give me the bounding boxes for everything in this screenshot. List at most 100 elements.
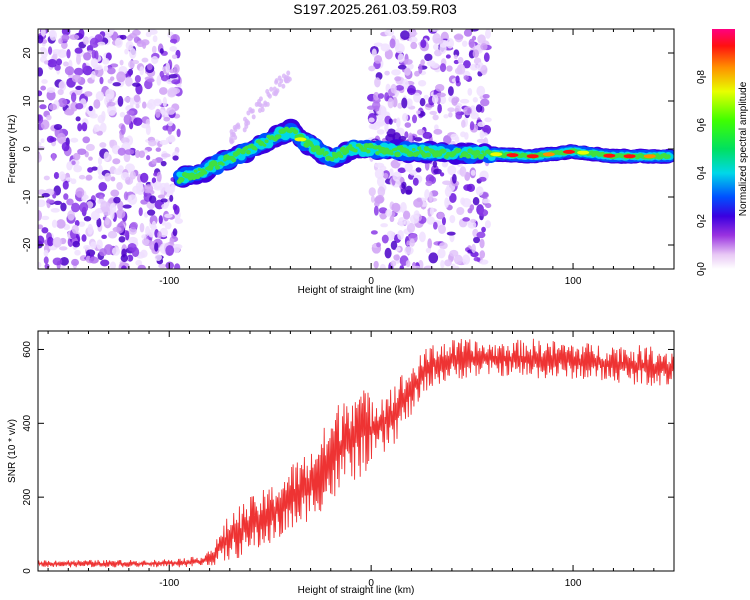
signal-band-green	[353, 148, 358, 153]
noise-blob	[53, 200, 62, 206]
noise-blob	[38, 224, 44, 230]
noise-blob	[41, 193, 50, 198]
noise-blob	[395, 85, 404, 91]
noise-blob	[146, 63, 153, 71]
noise-blob	[107, 104, 117, 116]
noise-blob	[46, 90, 56, 101]
spectrogram-ytick-label: 10	[22, 95, 33, 107]
noise-blob	[384, 247, 392, 259]
signal-band-green	[456, 148, 462, 153]
noise-blob	[147, 209, 156, 216]
noise-blob	[38, 67, 44, 77]
signal-band-green	[244, 145, 249, 150]
noise-blob	[422, 131, 433, 140]
noise-blob	[38, 199, 46, 208]
signal-band-green	[309, 143, 315, 148]
noise-blob	[88, 105, 93, 112]
noise-blob	[159, 87, 168, 95]
noise-blob	[418, 63, 423, 75]
noise-blob	[457, 65, 462, 75]
noise-blob	[482, 124, 492, 135]
streak-blob	[263, 102, 268, 108]
noise-blob	[447, 165, 457, 176]
noise-blob	[389, 38, 396, 49]
noise-blob	[449, 192, 457, 203]
signal-band-green	[393, 147, 398, 151]
signal-band-green	[375, 151, 380, 155]
noise-blob	[484, 220, 491, 229]
noise-blob	[124, 176, 134, 185]
signal-band-green	[665, 154, 671, 159]
noise-blob	[164, 213, 173, 218]
noise-blob	[88, 156, 93, 161]
signal-band-green	[362, 147, 368, 153]
noise-blob	[148, 229, 154, 238]
noise-blob	[368, 117, 375, 123]
signal-band-green	[417, 146, 422, 151]
noise-blob	[402, 78, 409, 90]
noise-blob	[79, 202, 89, 213]
noise-blob	[75, 53, 82, 65]
streak-blob	[246, 120, 251, 126]
noise-blob	[446, 38, 455, 49]
noise-blob	[124, 149, 135, 155]
noise-blob	[89, 37, 100, 49]
noise-blob	[439, 63, 447, 73]
noise-blob	[61, 141, 70, 152]
noise-blob	[414, 137, 423, 142]
noise-blob	[123, 191, 129, 201]
noise-blob	[443, 114, 449, 119]
noise-blob	[481, 226, 486, 233]
signal-band-green	[477, 153, 485, 160]
noise-blob	[107, 101, 116, 107]
noise-blob	[116, 209, 126, 219]
snr-xtick-label: -100	[159, 578, 179, 589]
signal-core	[542, 152, 555, 157]
noise-blob	[120, 124, 126, 135]
noise-blob	[141, 57, 149, 63]
noise-blob	[82, 136, 91, 144]
noise-blob	[447, 107, 456, 113]
noise-blob	[442, 180, 452, 185]
noise-blob	[58, 246, 68, 251]
noise-blob	[140, 172, 149, 183]
noise-blob	[159, 48, 164, 54]
noise-blob	[90, 58, 98, 68]
streak-blob	[254, 101, 259, 107]
noise-blob	[397, 167, 406, 174]
noise-blob	[399, 202, 407, 213]
noise-blob	[117, 95, 124, 107]
noise-blob	[478, 176, 487, 182]
noise-blob	[470, 218, 477, 223]
snr-ylabel: SNR (10 * v/v)	[7, 419, 18, 483]
noise-blob	[91, 70, 96, 80]
colorbar-tick-label: 0.6	[696, 118, 707, 132]
noise-blob	[43, 256, 49, 265]
noise-blob	[455, 111, 463, 120]
noise-blob	[461, 198, 472, 208]
noise-blob	[457, 56, 464, 64]
noise-blob	[119, 59, 124, 66]
noise-blob	[49, 137, 57, 142]
noise-blob	[67, 210, 75, 221]
noise-blob	[110, 189, 120, 197]
noise-blob	[373, 42, 383, 47]
spectrogram-ytick-label: -20	[22, 237, 33, 252]
noise-blob	[404, 122, 412, 128]
noise-blob	[469, 121, 475, 131]
noise-blob	[89, 113, 98, 119]
noise-blob	[141, 123, 151, 129]
noise-blob	[444, 186, 452, 197]
noise-blob	[116, 71, 126, 83]
noise-blob	[117, 200, 124, 211]
noise-blob	[437, 248, 446, 259]
noise-blob	[90, 210, 100, 221]
noise-blob	[368, 65, 376, 72]
noise-blob	[104, 172, 112, 182]
noise-blob	[413, 92, 421, 103]
noise-blob	[129, 221, 138, 230]
noise-blob	[461, 254, 471, 265]
snr-xtick-label: 0	[368, 578, 374, 589]
noise-blob	[100, 259, 110, 267]
